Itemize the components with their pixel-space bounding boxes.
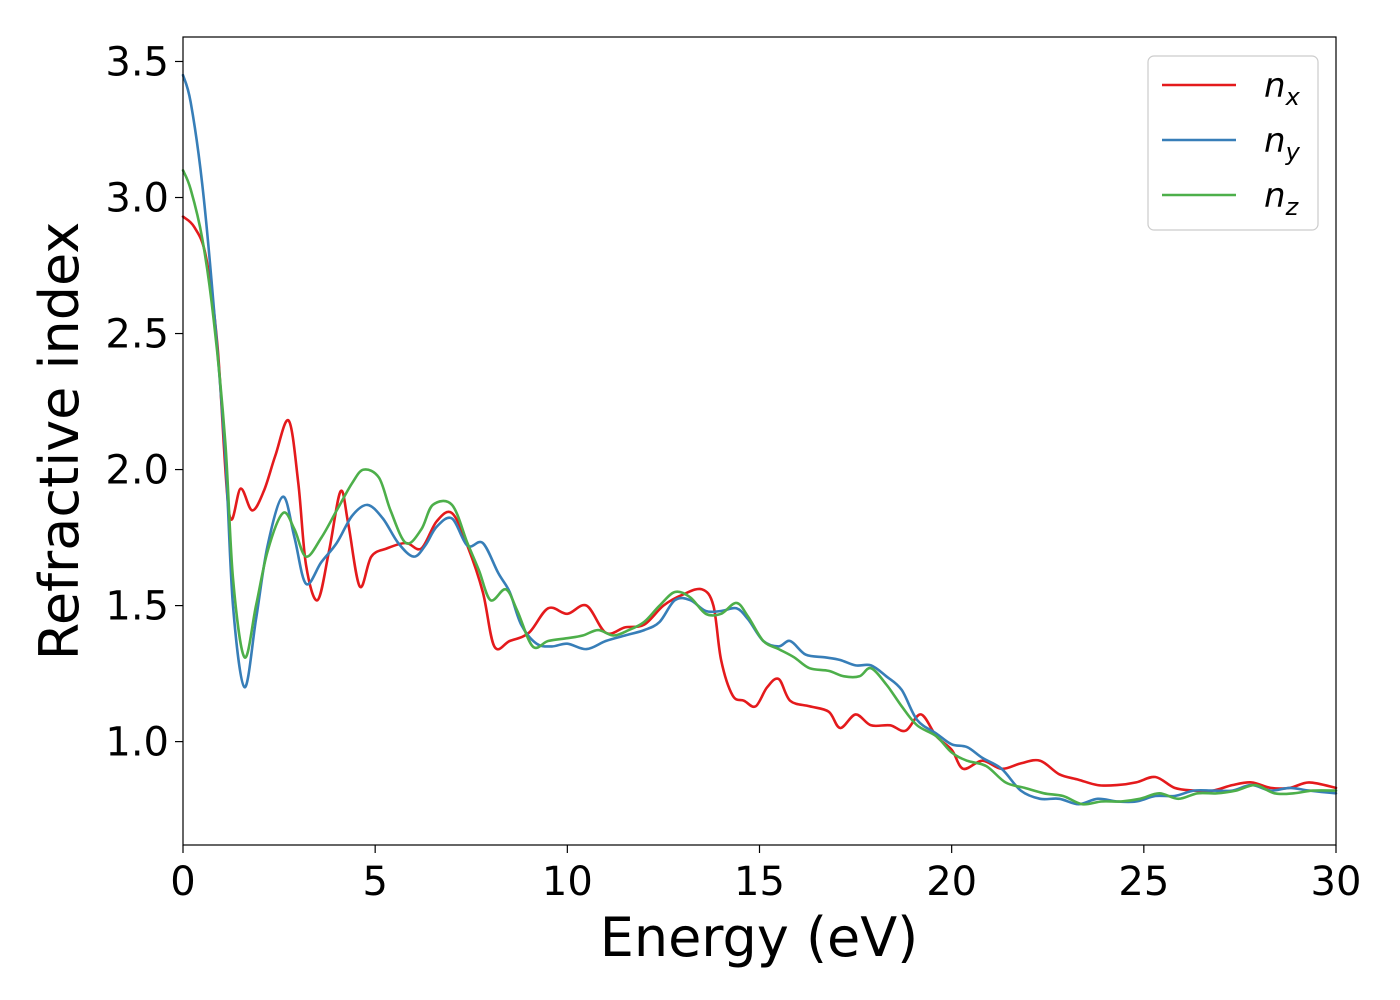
y-tick-label: 1.0 — [105, 720, 169, 766]
y-axis: 1.0 1.5 2.0 2.5 3.0 3.5 — [105, 39, 183, 766]
y-tick-label: 3.5 — [105, 39, 169, 85]
y-tick-label: 2.0 — [105, 448, 169, 494]
legend: nx ny nz — [1147, 55, 1319, 231]
y-tick-label: 2.5 — [105, 312, 169, 358]
y-tick-label: 1.5 — [105, 584, 169, 630]
series-line-n-x — [181, 215, 1338, 793]
x-tick-label: 5 — [362, 859, 387, 905]
plot-background — [183, 37, 1336, 845]
legend-label-n-z: nz — [1264, 176, 1300, 221]
series-line-n-y — [181, 73, 1338, 806]
legend-box — [1147, 55, 1319, 231]
x-axis-title: Energy (eV) — [600, 906, 919, 969]
series-layer — [181, 73, 1338, 806]
x-tick-label: 30 — [1311, 859, 1362, 905]
x-tick-label: 15 — [734, 859, 785, 905]
x-axis: 0 5 10 15 20 25 30 — [170, 845, 1361, 905]
x-tick-label: 25 — [1118, 859, 1169, 905]
legend-label-n-x: nx — [1264, 66, 1301, 111]
y-axis-title: Refractive index — [28, 222, 91, 661]
x-tick-label: 0 — [170, 859, 195, 905]
x-tick-label: 20 — [926, 859, 977, 905]
series-line-n-z — [181, 169, 1338, 806]
y-tick-label: 3.0 — [105, 176, 169, 222]
legend-label-n-y: ny — [1264, 121, 1301, 166]
x-tick-label: 10 — [542, 859, 593, 905]
